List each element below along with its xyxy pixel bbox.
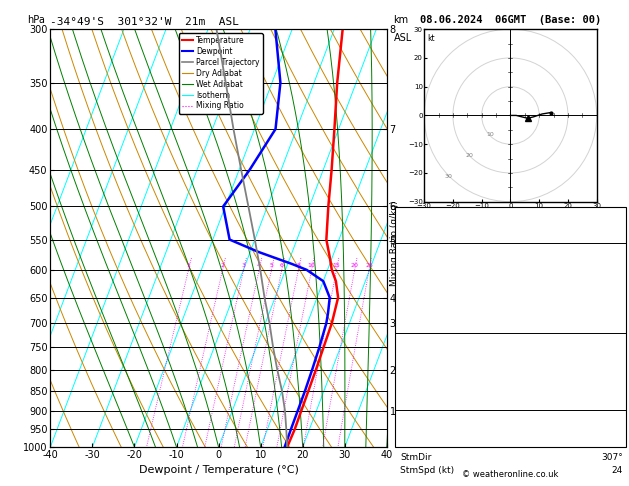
Text: 307°: 307° (601, 453, 623, 462)
Text: CIN (J): CIN (J) (400, 403, 428, 412)
Text: 2: 2 (221, 263, 225, 268)
Text: Totals Totals: Totals Totals (400, 222, 454, 231)
Text: 10: 10 (308, 263, 316, 268)
Text: CIN (J): CIN (J) (400, 326, 428, 335)
Text: 1: 1 (617, 376, 623, 385)
Text: -99: -99 (608, 439, 623, 448)
Text: 319: 319 (606, 285, 623, 295)
Text: 140: 140 (606, 403, 623, 412)
Text: 24: 24 (611, 467, 623, 475)
Text: 25: 25 (365, 263, 373, 268)
Text: -34°49'S  301°32'W  21m  ASL: -34°49'S 301°32'W 21m ASL (50, 17, 239, 27)
Text: StmSpd (kt): StmSpd (kt) (400, 467, 454, 475)
Text: 4: 4 (257, 263, 261, 268)
Text: CAPE (J): CAPE (J) (400, 312, 436, 322)
Text: 27: 27 (611, 389, 623, 399)
Text: 8: 8 (296, 263, 301, 268)
Text: 3.23: 3.23 (603, 236, 623, 245)
Text: km: km (394, 15, 409, 25)
Text: θe(K): θe(K) (400, 285, 424, 295)
Text: CAPE (J): CAPE (J) (400, 389, 436, 399)
Text: Most Unstable: Most Unstable (474, 335, 547, 344)
Text: 16.3: 16.3 (603, 258, 623, 267)
Text: Temp (°C): Temp (°C) (400, 258, 445, 267)
Legend: Temperature, Dewpoint, Parcel Trajectory, Dry Adiabat, Wet Adiabat, Isotherm, Mi: Temperature, Dewpoint, Parcel Trajectory… (179, 33, 263, 114)
Text: 5: 5 (270, 263, 274, 268)
Text: Mixing Ratio (g/kg): Mixing Ratio (g/kg) (390, 200, 399, 286)
X-axis label: Dewpoint / Temperature (°C): Dewpoint / Temperature (°C) (138, 466, 299, 475)
Text: PW (cm): PW (cm) (400, 236, 438, 245)
Text: 20: 20 (465, 153, 473, 158)
Text: ASL: ASL (394, 34, 412, 43)
Text: 10: 10 (486, 132, 494, 137)
Text: 0: 0 (617, 326, 623, 335)
Text: 30: 30 (444, 174, 452, 178)
Text: SREH: SREH (400, 439, 425, 448)
Text: 329: 329 (606, 362, 623, 371)
Text: 15.7: 15.7 (603, 272, 623, 281)
Text: 42: 42 (611, 222, 623, 231)
Text: Hodograph: Hodograph (482, 412, 538, 421)
Text: 15: 15 (333, 263, 340, 268)
Text: K: K (400, 208, 406, 218)
Text: θe (K): θe (K) (400, 362, 427, 371)
Text: 08.06.2024  06GMT  (Base: 00): 08.06.2024 06GMT (Base: 00) (420, 15, 601, 25)
Text: 950: 950 (606, 348, 623, 358)
Text: © weatheronline.co.uk: © weatheronline.co.uk (462, 469, 559, 479)
Text: 7: 7 (617, 299, 623, 308)
Text: Dewp (°C): Dewp (°C) (400, 272, 447, 281)
Text: 1: 1 (187, 263, 191, 268)
Text: EH: EH (400, 426, 413, 434)
Text: 0: 0 (617, 312, 623, 322)
Text: 31: 31 (611, 208, 623, 218)
Text: Lifted Index: Lifted Index (400, 299, 454, 308)
Text: 3: 3 (242, 263, 246, 268)
Text: 20: 20 (351, 263, 359, 268)
Text: Surface: Surface (491, 244, 530, 254)
Text: 6: 6 (280, 263, 284, 268)
Text: StmDir: StmDir (400, 453, 431, 462)
Text: Lifted Index: Lifted Index (400, 376, 454, 385)
Text: hPa: hPa (27, 15, 45, 25)
Text: Pressure (mb): Pressure (mb) (400, 348, 463, 358)
Text: kt: kt (428, 35, 435, 43)
Text: -169: -169 (602, 426, 623, 434)
